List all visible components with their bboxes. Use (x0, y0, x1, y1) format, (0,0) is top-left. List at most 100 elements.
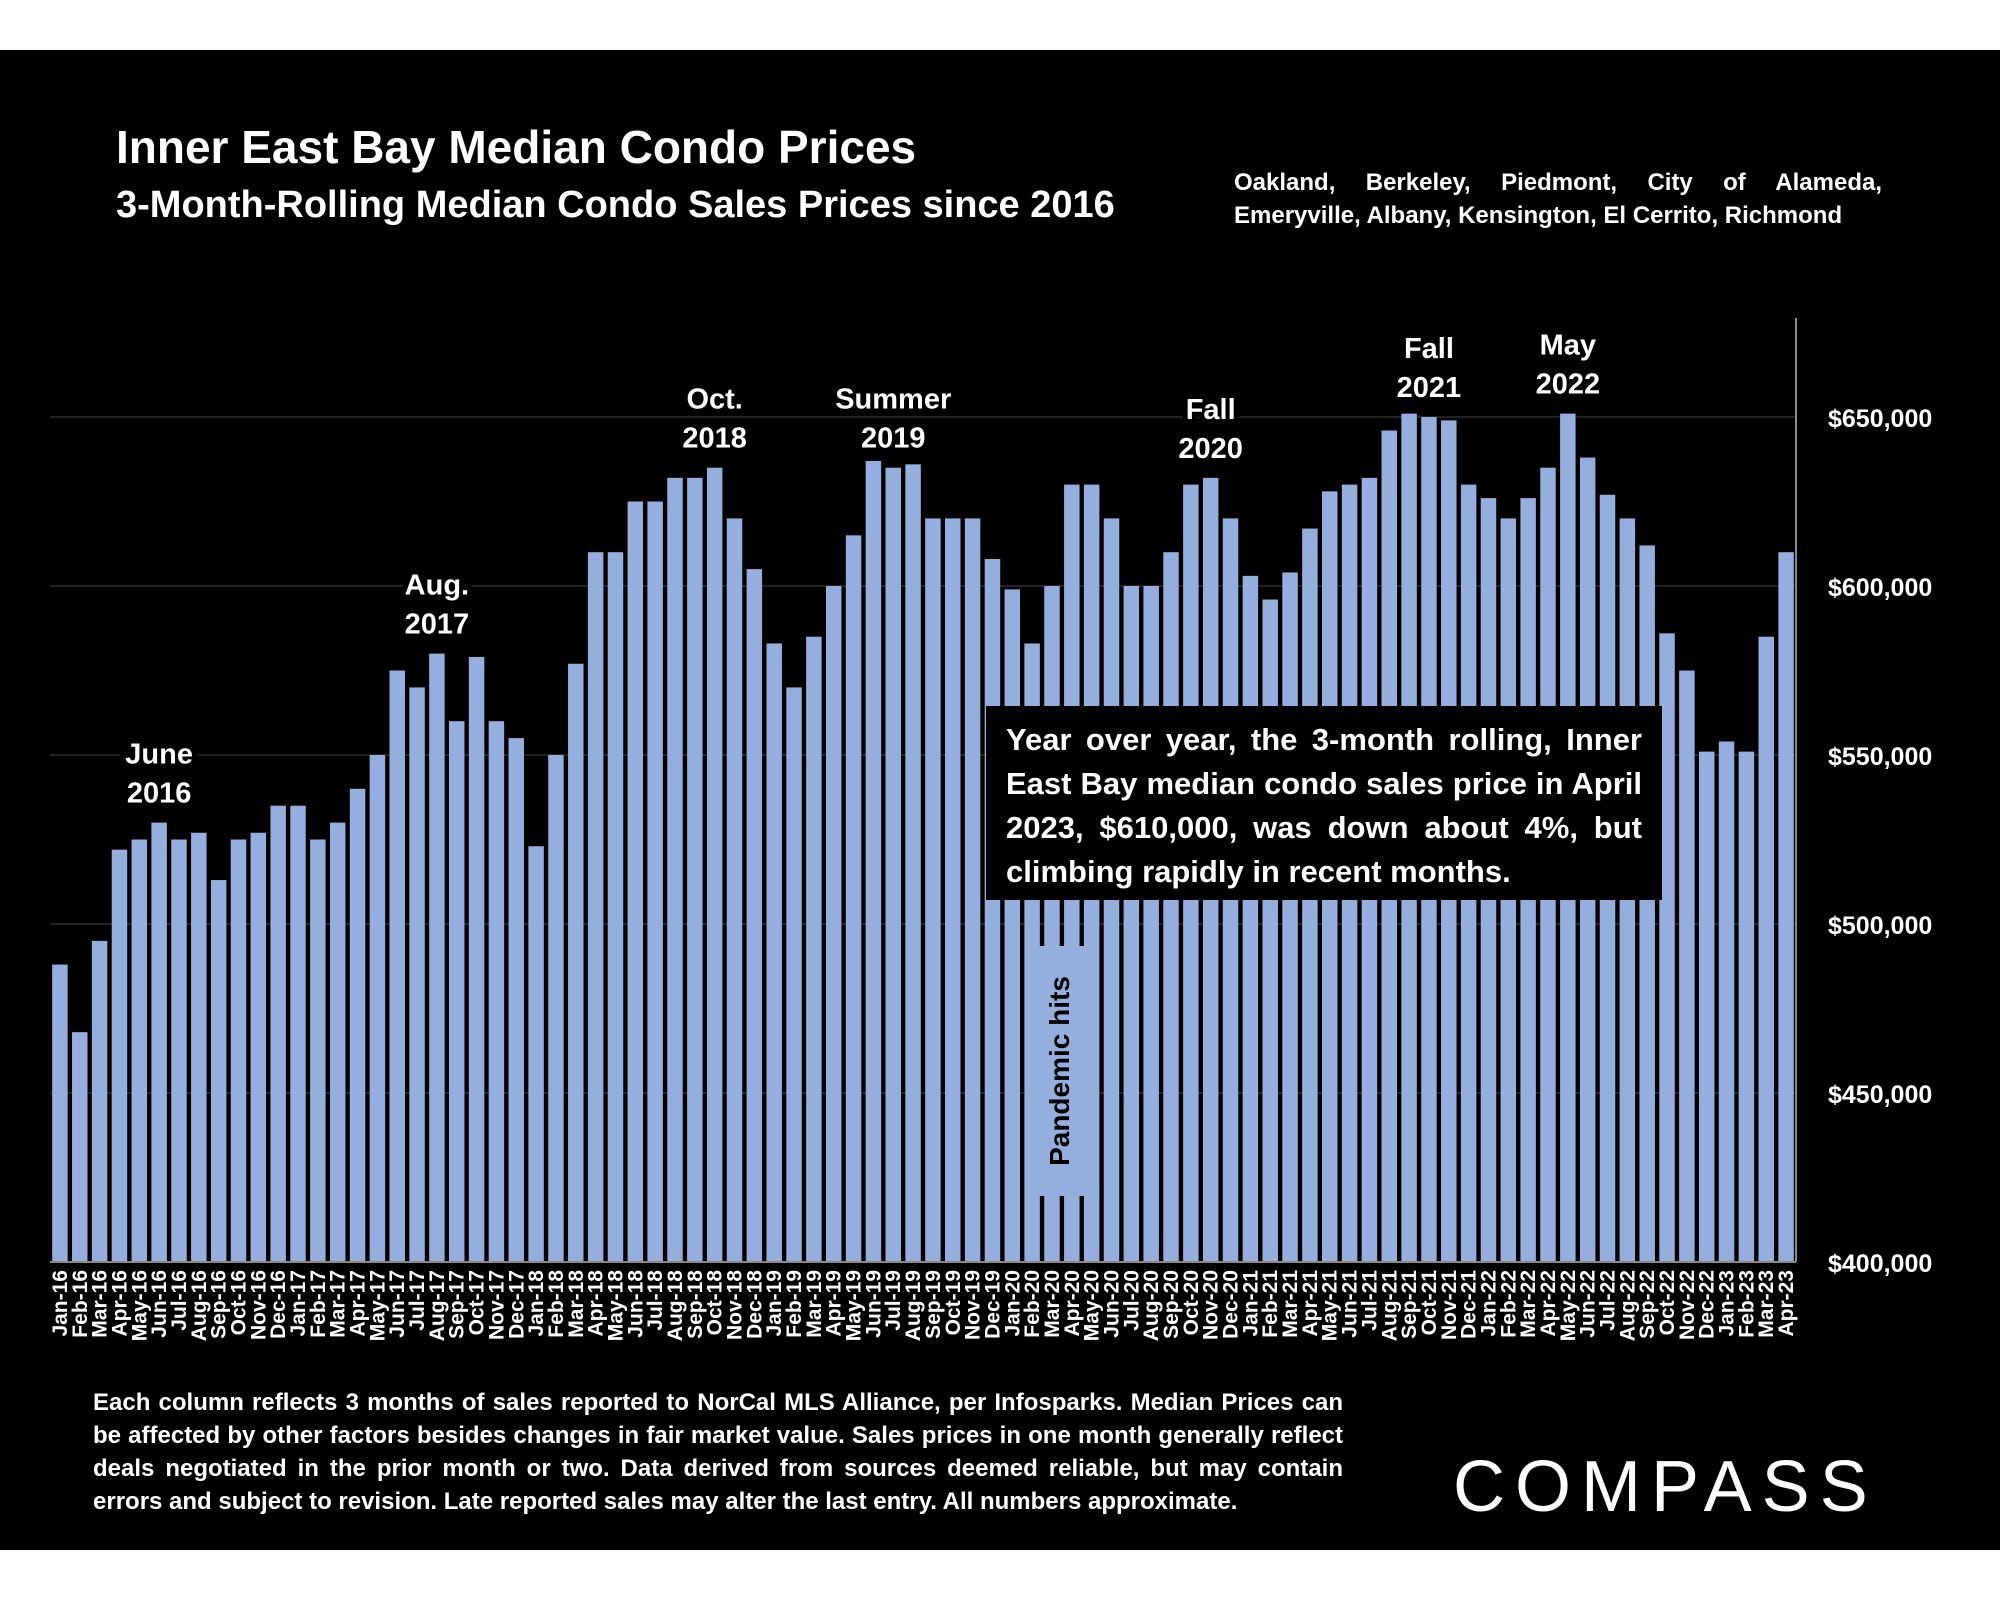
bar-Jan-17 (290, 805, 306, 1262)
bar-Dec-19 (984, 558, 1001, 1262)
bar-Feb-16 (72, 1032, 88, 1262)
bar-Aug-17 (429, 653, 445, 1262)
x-tick-label: Aug-17 (426, 1270, 449, 1341)
x-tick-label: Mar-16 (89, 1270, 112, 1338)
x-tick-label: Sep-19 (922, 1270, 945, 1339)
bar-Sep-19 (925, 518, 941, 1262)
chart-subtitle: 3-Month-Rolling Median Condo Sales Price… (116, 184, 1115, 226)
x-tick-label: Mar-20 (1041, 1270, 1064, 1338)
peak-annotation: June (125, 739, 193, 771)
x-tick-label: Jan-21 (1239, 1270, 1262, 1337)
bar-Sep-20 (1163, 552, 1179, 1262)
bar-Mar-23 (1758, 636, 1774, 1262)
bar-Aug-16 (191, 832, 207, 1262)
x-tick-label: Jun-19 (862, 1270, 885, 1338)
callout-box: Year over year, the 3-month rolling, Inn… (986, 706, 1662, 900)
x-tick-label: Mar-21 (1279, 1270, 1302, 1338)
x-tick-label: Dec-17 (505, 1270, 528, 1339)
bar-Aug-19 (905, 464, 921, 1262)
bar-Jul-16 (171, 839, 187, 1262)
x-tick-label: Dec-19 (981, 1270, 1004, 1339)
x-tick-label: Dec-22 (1696, 1270, 1719, 1339)
x-tick-label: May-20 (1081, 1270, 1104, 1341)
compass-logo: COMPASS (1453, 1447, 1878, 1527)
peak-annotation: 2018 (682, 423, 747, 455)
bar-Jul-17 (409, 687, 425, 1262)
x-tick-label: Mar-17 (327, 1270, 350, 1338)
x-tick-label: May-21 (1319, 1270, 1342, 1342)
bar-Jun-17 (389, 670, 405, 1262)
bar-May-18 (607, 552, 624, 1262)
x-tick-label: Feb-23 (1735, 1270, 1758, 1338)
bar-Nov-22 (1679, 670, 1695, 1262)
x-tick-label: Jul-20 (1120, 1270, 1143, 1331)
bar-Feb-19 (786, 687, 802, 1262)
x-tick-label: Mar-23 (1755, 1270, 1778, 1338)
x-tick-label: Apr-17 (347, 1270, 370, 1337)
peak-annotation: 2020 (1178, 433, 1243, 465)
x-tick-label: Jul-21 (1358, 1270, 1381, 1331)
bar-Oct-22 (1659, 633, 1675, 1262)
annotation-layer: June 2016 Aug. 2017 Oct. 2018 Summer 2019 Fall 20… (120, 325, 1605, 815)
x-tick-label: Apr-22 (1537, 1270, 1560, 1337)
x-tick-label: Jul-16 (168, 1270, 191, 1331)
bar-Apr-17 (349, 788, 366, 1262)
bar-Jun-19 (865, 460, 882, 1262)
bar-Mar-17 (329, 822, 346, 1262)
x-tick-label: Jan-19 (763, 1270, 786, 1337)
x-tick-label: Jul-17 (406, 1270, 429, 1331)
areas-note: Oakland, Berkeley, Piedmont, City of Ala… (1234, 169, 1882, 229)
bar-Feb-21 (1262, 599, 1278, 1262)
x-tick-label: Oct-20 (1180, 1270, 1203, 1335)
bar-Dec-17 (508, 738, 524, 1262)
x-tick-label: Oct-21 (1418, 1270, 1441, 1336)
bar-Jun-18 (627, 501, 644, 1262)
bar-Jan-20 (1004, 589, 1021, 1262)
footnote: Each column reflects 3 months of sales r… (93, 1389, 1343, 1515)
bar-Jul-19 (885, 467, 901, 1262)
y-tick-label: $500,000 (1828, 912, 1932, 940)
x-tick-label: Oct-18 (704, 1270, 727, 1336)
bar-Oct-17 (468, 656, 485, 1262)
bar-Oct-19 (945, 518, 961, 1262)
x-tick-label: Jun-18 (624, 1270, 647, 1338)
peak-annotation: 2021 (1397, 372, 1462, 404)
bar-Mar-18 (568, 663, 584, 1262)
x-tick-label: Dec-18 (743, 1270, 766, 1339)
x-tick-label: Aug-16 (188, 1270, 211, 1341)
peak-annotation: 2017 (405, 609, 470, 641)
x-tick-label: Sep-21 (1398, 1270, 1421, 1339)
bar-Jan-18 (528, 846, 544, 1262)
bar-Apr-19 (825, 586, 842, 1262)
bar-Apr-18 (587, 552, 604, 1262)
bar-Sep-18 (687, 477, 703, 1263)
x-tick-label: May-19 (843, 1270, 866, 1341)
x-tick-label: Apr-19 (823, 1270, 846, 1337)
bar-Jan-16 (52, 964, 68, 1262)
x-tick-label: Nov-17 (485, 1270, 508, 1340)
x-tick-label: Apr-18 (585, 1270, 608, 1337)
x-tick-label: Dec-21 (1458, 1270, 1481, 1339)
x-tick-label: Mar-19 (803, 1270, 826, 1338)
x-tick-label: Aug-19 (902, 1270, 925, 1341)
x-tick-label: Jan-23 (1716, 1270, 1739, 1337)
x-tick-label: May-16 (128, 1270, 151, 1341)
x-tick-label: Oct-22 (1656, 1270, 1679, 1335)
x-tick-label: Jun-22 (1577, 1270, 1600, 1338)
x-tick-label: Oct-17 (466, 1270, 489, 1335)
x-tick-label: Feb-17 (307, 1270, 330, 1338)
bar-Jan-23 (1718, 741, 1735, 1262)
x-tick-label: Oct-16 (227, 1270, 250, 1335)
bar-Feb-17 (310, 839, 326, 1262)
x-tick-label: Sep-18 (684, 1270, 707, 1339)
x-tick-label: May-22 (1557, 1270, 1580, 1341)
x-tick-label: Apr-21 (1299, 1270, 1322, 1337)
bar-Nov-18 (726, 518, 743, 1262)
x-tick-label: May-17 (366, 1270, 389, 1341)
x-tick-label: Feb-20 (1021, 1270, 1044, 1338)
x-tick-label: Aug-22 (1616, 1270, 1639, 1341)
bar-Jan-19 (766, 643, 782, 1262)
x-tick-label: Sep-20 (1160, 1270, 1183, 1339)
bar-May-17 (369, 755, 386, 1262)
x-tick-label: Sep-22 (1636, 1270, 1659, 1339)
